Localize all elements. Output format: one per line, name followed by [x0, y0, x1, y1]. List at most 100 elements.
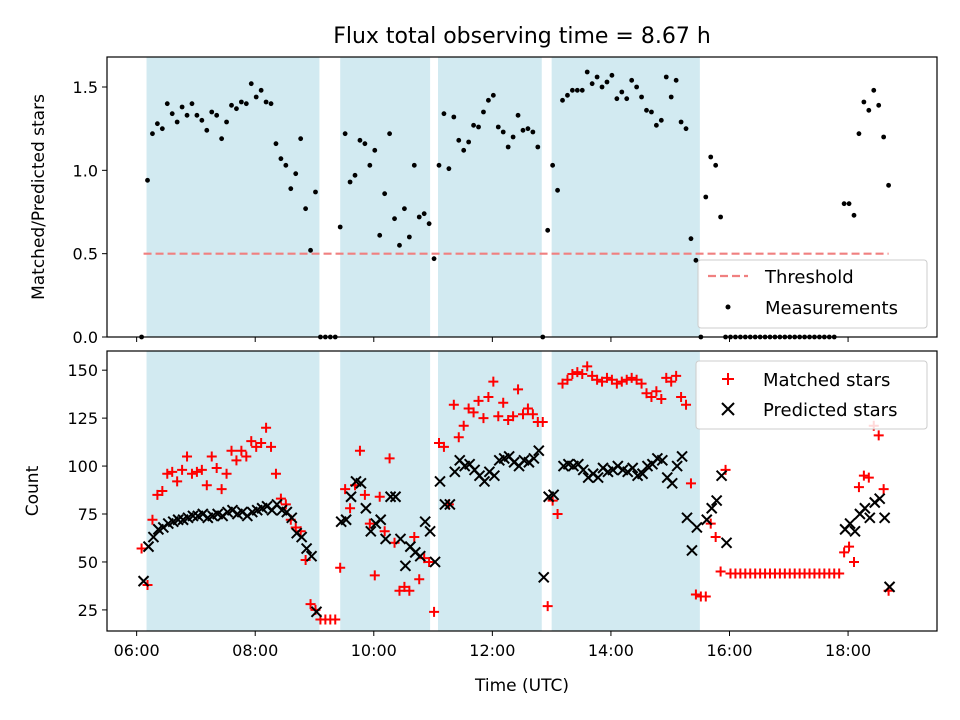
matched-stars-point-65	[458, 420, 469, 431]
predicted-stars-point-76	[533, 445, 545, 457]
predicted-stars-point-108	[701, 514, 713, 526]
predicted-stars-point-107	[691, 521, 703, 534]
matched-stars-point-141	[834, 568, 845, 579]
predicted-stars-point-102	[666, 477, 678, 490]
matched-stars-point-97	[616, 376, 627, 387]
matched-stars-point-18	[226, 445, 237, 456]
matched-stars-point-79	[527, 409, 538, 420]
top-observing-window-2	[438, 57, 542, 337]
top-legend-box	[697, 259, 928, 329]
measurements-point-58	[426, 221, 432, 227]
matched-stars-point-145	[853, 482, 864, 493]
matched-stars-point-75	[508, 411, 519, 422]
matched-stars-point-105	[656, 393, 667, 404]
matched-stars-point-116	[710, 532, 721, 543]
matched-stars-point-56	[414, 574, 425, 585]
measurements-point-147	[871, 87, 877, 93]
x-tick-label-1: 08:00	[232, 641, 278, 660]
top-y-tick-label-0: 0.0	[73, 328, 98, 347]
measurements-point-64	[456, 137, 462, 143]
predicted-stars-point-49	[399, 560, 412, 572]
measurements-point-3	[154, 121, 160, 127]
matched-stars-point-90	[582, 361, 593, 372]
measurements-point-69	[481, 109, 486, 115]
matched-stars-point-12	[196, 464, 207, 475]
measurements-point-41	[342, 131, 348, 137]
matched-stars-point-39	[330, 614, 341, 625]
predicted-stars-point-53	[419, 515, 431, 528]
top-panel: 0.0 0.5 1.0 1.5	[73, 57, 891, 347]
predicted-stars-point-7	[172, 514, 184, 526]
matched-stars-point-41	[340, 484, 351, 495]
predicted-stars-point-32	[295, 531, 308, 543]
predicted-stars-point-10	[187, 510, 199, 522]
x-tick-label-5: 16:00	[706, 641, 752, 660]
bottom-observing-window-2	[438, 351, 542, 631]
matched-stars-point-92	[592, 374, 603, 385]
predicted-stars-point-1	[142, 540, 155, 553]
top-y-axis-label: Matched/Predicted stars	[29, 94, 49, 300]
measurements-point-109	[678, 119, 684, 125]
measurements-point-17	[224, 119, 229, 125]
measurements-point-108	[673, 77, 679, 83]
predicted-stars-point-65	[478, 475, 491, 488]
measurements-point-54	[406, 234, 412, 240]
measurements-point-22	[248, 81, 254, 87]
predicted-stars-point-2	[147, 531, 160, 543]
measurements-point-112	[693, 257, 699, 263]
measurements-point-52	[397, 242, 402, 248]
measurements-point-95	[609, 72, 615, 78]
bottom-y-tick-label-0: 25	[78, 601, 98, 620]
predicted-stars-point-104	[676, 450, 688, 463]
predicted-stars-point-122	[883, 581, 896, 593]
measurements-point-115	[708, 154, 714, 160]
measurements-point-55	[411, 162, 417, 168]
chart-title: Flux total observing time = 8.67 h	[333, 24, 711, 49]
matched-stars-point-71	[488, 376, 499, 387]
matched-stars-point-110	[681, 399, 692, 410]
measurements-point-10	[189, 101, 195, 107]
measurements-point-15	[214, 112, 220, 118]
measurements-point-146	[866, 107, 872, 113]
measurements-point-89	[579, 87, 585, 93]
measurements-point-21	[243, 101, 249, 107]
predicted-stars-point-114	[844, 517, 856, 530]
measurements-point-75	[510, 134, 516, 140]
x-tick-label-4: 14:00	[588, 641, 634, 660]
matched-stars-point-0	[136, 543, 147, 554]
matched-stars-point-26	[266, 441, 277, 452]
measurements-point-83	[550, 162, 556, 168]
measurements-point-31	[293, 171, 299, 177]
predicted-stars-point-42	[365, 525, 377, 537]
bottom-axes-frame	[106, 350, 938, 632]
measurements-point-70	[486, 97, 491, 103]
matched-stars-point-61	[438, 441, 449, 452]
measurements-point-145	[861, 99, 867, 105]
measurements-point-57	[421, 211, 427, 217]
predicted-stars-point-79	[547, 489, 560, 501]
predicted-stars-point-47	[389, 491, 402, 503]
measurements-point-30	[288, 186, 294, 192]
matched-stars-point-55	[409, 532, 420, 543]
measurements-point-68	[476, 124, 481, 130]
matched-stars-point-144	[849, 556, 859, 567]
matched-stars-point-29	[280, 499, 291, 510]
measurements-point-143	[851, 212, 857, 218]
bottom-y-tick-label-5: 150	[67, 361, 98, 380]
measurements-point-85	[560, 97, 565, 103]
matched-stars-point-67	[468, 407, 479, 418]
matched-stars-point-149	[873, 430, 884, 441]
matched-stars-point-20	[236, 445, 247, 456]
measurements-point-116	[713, 162, 719, 168]
predicted-stars-point-58	[444, 498, 456, 511]
matched-stars-point-72	[493, 411, 504, 422]
measurements-point-110	[683, 126, 689, 132]
matched-stars-point-40	[335, 562, 346, 573]
matched-stars-point-14	[206, 451, 217, 462]
measurements-point-8	[179, 104, 185, 110]
measurements-point-44	[357, 137, 363, 143]
measurements-point-144	[856, 131, 862, 137]
measurements-point-100	[634, 84, 640, 90]
matched-stars-point-143	[844, 541, 855, 552]
threshold-legend-label: Threshold	[764, 267, 854, 288]
